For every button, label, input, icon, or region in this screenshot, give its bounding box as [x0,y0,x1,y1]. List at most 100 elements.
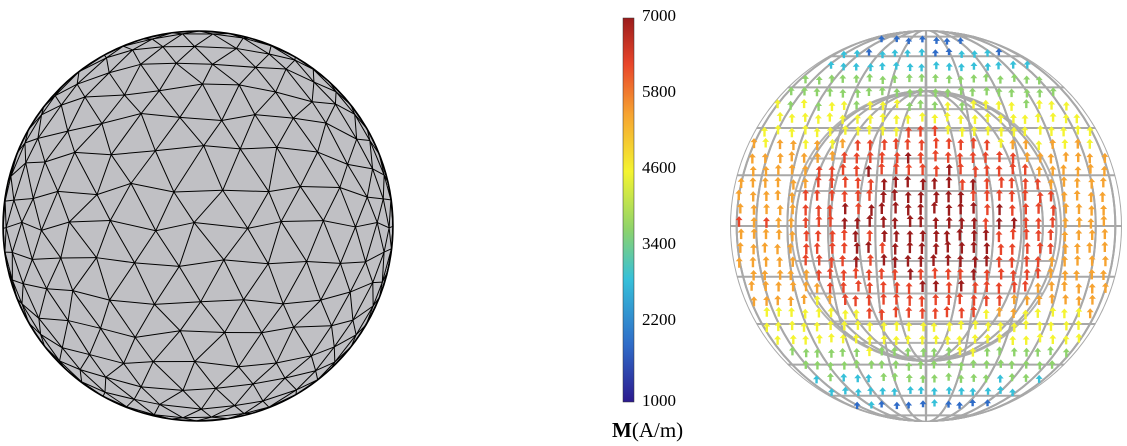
mesh-edge [179,301,202,332]
vector-arrow [892,360,900,369]
mesh-edge [254,114,294,119]
mesh-edge [41,104,62,116]
mesh-edge [13,198,34,201]
mesh-edge [159,404,184,419]
mesh-edge [155,222,195,232]
vector-arrow [969,359,977,368]
vector-arrow [904,254,912,267]
vector-arrow [1023,295,1031,306]
vector-arrow [1062,202,1070,214]
mesh-edge [299,186,324,221]
vector-arrow [958,126,966,137]
mesh-edge [38,317,63,349]
mesh-edge [223,259,269,265]
vector-arrow [932,36,940,44]
mesh-edge [12,251,33,260]
vector-arrow [995,306,1003,317]
mesh-edge [238,366,254,385]
mesh-edge [60,257,74,291]
vector-arrow [867,178,875,191]
vector-arrow [854,374,862,383]
mesh-edge [106,45,124,59]
mesh-edge [339,226,356,264]
vector-arrow [1074,166,1082,177]
vector-arrow [1035,294,1043,306]
vector-arrow [919,229,927,242]
vector-arrow [1101,152,1109,163]
vector-arrow [984,387,992,395]
mesh-edge [59,360,81,371]
vector-arrow [774,243,782,255]
mesh-edge [212,63,256,68]
mesh-edge [4,176,12,202]
mesh-edge [212,48,237,65]
mesh-edge [109,183,132,221]
vector-arrow [1034,347,1042,357]
mesh-edge [173,145,205,193]
vector-arrow [995,165,1003,177]
mesh-edge [133,386,142,400]
vector-arrow [866,114,874,124]
vector-arrow [878,267,886,280]
vector-arrow [1075,283,1083,294]
vector-arrow [749,165,757,177]
mesh-edge [22,283,40,319]
mesh-edge [275,362,286,379]
mesh-edge [306,261,322,301]
vector-arrow [983,280,991,293]
mesh-edge [339,164,349,188]
mesh-edge [200,301,226,333]
mesh-edge [84,96,103,124]
mesh-edge [252,377,286,385]
vector-arrow [1047,190,1055,202]
vector-arrow [813,282,821,293]
vector-arrow [1101,241,1109,253]
mesh-edge [21,222,33,260]
mesh-edge [104,377,107,393]
mesh-edge [243,299,263,333]
vector-arrow [1060,308,1068,319]
vector-arrow [827,361,835,371]
vector-arrow [995,61,1003,70]
vector-arrow [932,242,940,255]
vector-arrow [1034,267,1042,279]
vector-arrow [919,178,927,191]
vector-arrow [970,268,978,281]
vector-arrow [957,162,965,175]
mesh-edge [203,120,223,146]
vector-arrow [802,204,810,216]
vector-arrow [749,256,757,268]
vector-arrow [1101,255,1109,267]
vector-arrow [1010,281,1018,293]
vector-arrow [918,73,926,82]
vector-arrow [917,99,925,109]
mesh-edge [4,251,13,281]
vector-arrow [1010,322,1018,333]
vector-arrow [879,101,887,111]
mesh-edge [312,101,336,105]
vector-arrow [1036,361,1044,370]
vector-arrow [826,112,834,122]
vector-arrow [1008,256,1016,268]
vector-arrow [1049,112,1057,122]
mesh-edge [37,114,43,139]
mesh-edge [124,90,160,96]
colorbar-label: M(A/m) [612,418,684,442]
vector-arrow [762,190,770,201]
vector-arrow [984,321,992,332]
vector-arrow [1008,372,1016,382]
vector-arrow [891,346,899,356]
vector-arrow [813,242,821,254]
mesh-edge [238,67,257,86]
vector-arrow [1010,73,1018,82]
mesh-edge [300,185,340,189]
vector-arrow [879,281,887,293]
mesh-edge [349,291,354,321]
vector-arrow [931,399,939,407]
vector-arrow [813,321,821,332]
vector-arrow [1021,126,1029,137]
vector-arrow [839,138,847,149]
vector-arrow [774,99,782,109]
mesh-edge [155,145,204,152]
vector-arrow [944,151,952,163]
